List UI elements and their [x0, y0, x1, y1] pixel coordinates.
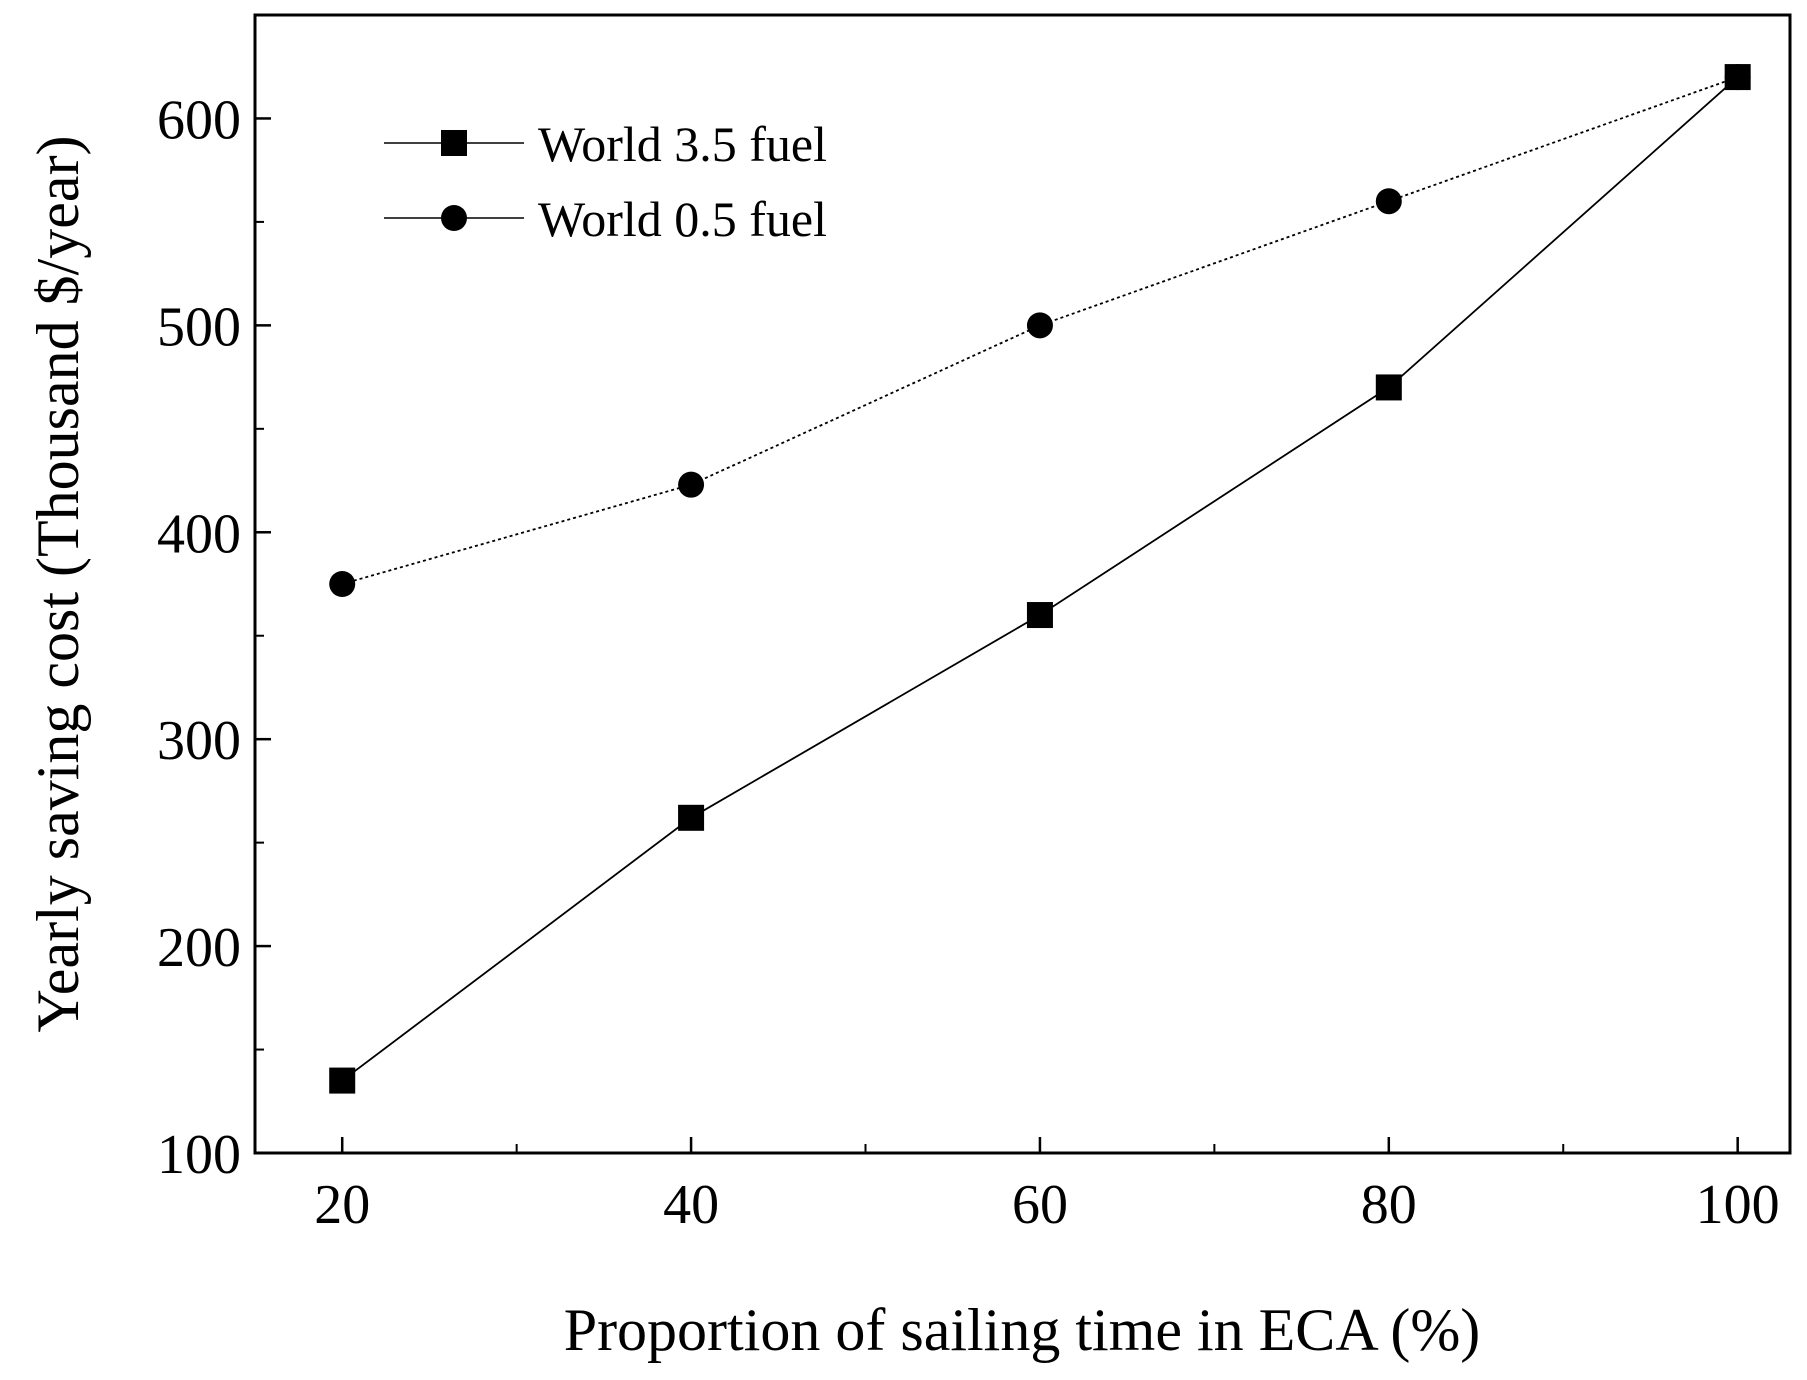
y-tick-label: 100: [157, 1124, 241, 1186]
x-tick-label: 40: [663, 1174, 719, 1236]
data-point-square: [329, 1067, 356, 1094]
data-point-circle: [1375, 188, 1402, 215]
series-1: [329, 64, 1751, 1094]
y-tick-labels: 100 200 300 400 500 600: [157, 89, 241, 1186]
x-tick-label: 20: [314, 1174, 370, 1236]
y-tick-label: 600: [157, 89, 241, 151]
x-axis-title: Proportion of sailing time in ECA (%): [564, 1297, 1481, 1363]
x-tick-label: 80: [1361, 1174, 1417, 1236]
legend-marker-square: [441, 130, 467, 156]
series-2: [329, 64, 1751, 597]
y-tick-label: 500: [157, 296, 241, 358]
y-tick-label: 200: [157, 917, 241, 979]
minor-ticks: [255, 220, 1565, 1153]
major-ticks: [255, 117, 1739, 1155]
data-point-square: [1375, 374, 1402, 401]
series-layer: [329, 64, 1751, 1094]
data-point-circle: [1724, 64, 1751, 91]
data-point-square: [1026, 602, 1053, 629]
data-point-circle: [329, 571, 356, 597]
y-tick-label: 400: [157, 503, 241, 565]
legend-label-world-0-5: World 0.5 fuel: [538, 191, 827, 247]
x-tick-label: 100: [1696, 1174, 1780, 1236]
data-point-circle: [1026, 312, 1053, 339]
x-tick-labels: 20 40 60 80 100: [314, 1174, 1779, 1236]
data-point-square: [678, 804, 705, 831]
y-tick-label: 300: [157, 710, 241, 772]
legend-label-world-3-5: World 3.5 fuel: [538, 116, 827, 172]
legend-marker-circle: [441, 205, 467, 231]
data-point-circle: [678, 471, 705, 498]
x-tick-label: 60: [1012, 1174, 1068, 1236]
legend: World 3.5 fuel World 0.5 fuel: [384, 116, 827, 247]
plot-frame: [253, 13, 1792, 1155]
y-axis-title: Yearly saving cost (Thousand $/year): [25, 135, 91, 1032]
